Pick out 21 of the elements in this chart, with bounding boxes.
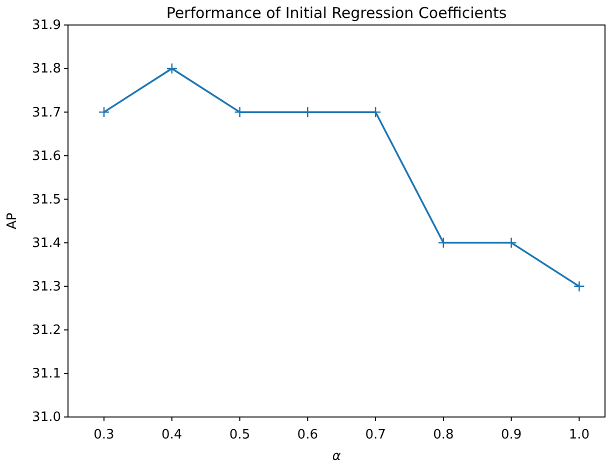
y-tick-label: 31.2 [32,323,61,338]
y-tick-label: 31.0 [32,410,61,426]
x-tick-label: 0.7 [365,427,386,442]
x-tick-label: 0.9 [500,427,522,442]
x-tick-label: 0.3 [94,427,114,442]
chart-title: Performance of Initial Regression Coefficients [166,4,507,22]
y-tick-label: 31.3 [32,279,61,294]
y-tick-label: 31.6 [32,148,61,164]
y-tick-label: 31.1 [32,366,61,382]
y-tick-label: 31.4 [32,236,61,251]
y-tick-label: 31.5 [32,192,61,208]
y-tick-label: 31.8 [32,62,61,77]
x-tick-label: 0.8 [433,427,454,442]
x-tick-label: 0.6 [297,427,318,442]
x-tick-label: 0.4 [162,427,182,442]
x-axis-title: α [332,449,342,464]
y-tick-label: 31.9 [32,18,61,34]
y-axis-title: AP [5,212,20,230]
y-tick-label: 31.7 [32,105,61,120]
x-tick-label: 1.0 [568,427,590,442]
x-tick-label: 0.5 [229,427,250,442]
